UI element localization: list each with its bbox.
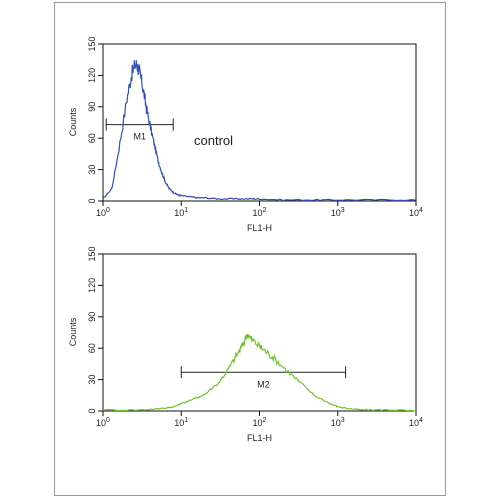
y-tick-label: 0: [87, 408, 97, 413]
figure-frame: [54, 2, 446, 496]
y-tick-label: 60: [87, 343, 97, 353]
x-tick-label: 101: [174, 207, 188, 218]
y-tick-label: 0: [87, 198, 97, 203]
y-tick-label: 150: [87, 36, 97, 51]
marker-label: M2: [257, 379, 270, 389]
x-tick-label: 101: [174, 417, 188, 428]
x-tick-label: 103: [331, 207, 345, 218]
x-tick-label: 100: [96, 417, 110, 428]
x-axis: 100 101 102 103 104 FL1-H: [96, 201, 423, 233]
sample-histogram-line: [102, 333, 417, 412]
x-tick-label: 104: [409, 417, 423, 428]
y-tick-label: 30: [87, 375, 97, 385]
y-axis: 0 30 60 90 120 150 Counts: [68, 246, 103, 414]
gate-marker-m2: M2: [180, 366, 347, 389]
control-histogram-line: [102, 60, 417, 202]
x-tick-label: 100: [96, 207, 110, 218]
x-axis-title: FL1-H: [247, 433, 272, 443]
x-axis-title: FL1-H: [247, 223, 272, 233]
gate-marker-m1: M1: [105, 118, 174, 142]
x-axis: 100 101 102 103 104 FL1-H: [96, 411, 423, 443]
x-tick-label: 104: [409, 207, 423, 218]
y-tick-label: 60: [87, 133, 97, 143]
y-tick-label: 120: [87, 68, 97, 83]
y-tick-label: 150: [87, 246, 97, 261]
y-axis-title: Counts: [68, 317, 78, 346]
x-tick-label: 103: [331, 417, 345, 428]
y-tick-label: 30: [87, 165, 97, 175]
y-axis-title: Counts: [68, 107, 78, 136]
y-axis: 0 30 60 90 120 150 Counts: [68, 36, 103, 204]
marker-label: M1: [133, 132, 146, 142]
sample-histogram-panel: 0 30 60 90 120 150 Counts 100 101 102 10…: [68, 246, 423, 443]
control-histogram-panel: 0 30 60 90 120 150 Counts 100 101 102 10…: [68, 36, 423, 233]
y-tick-label: 90: [87, 312, 97, 322]
x-tick-label: 102: [253, 207, 267, 218]
y-tick-label: 90: [87, 102, 97, 112]
control-annotation: control: [194, 133, 233, 148]
x-tick-label: 102: [253, 417, 267, 428]
y-tick-label: 120: [87, 278, 97, 293]
